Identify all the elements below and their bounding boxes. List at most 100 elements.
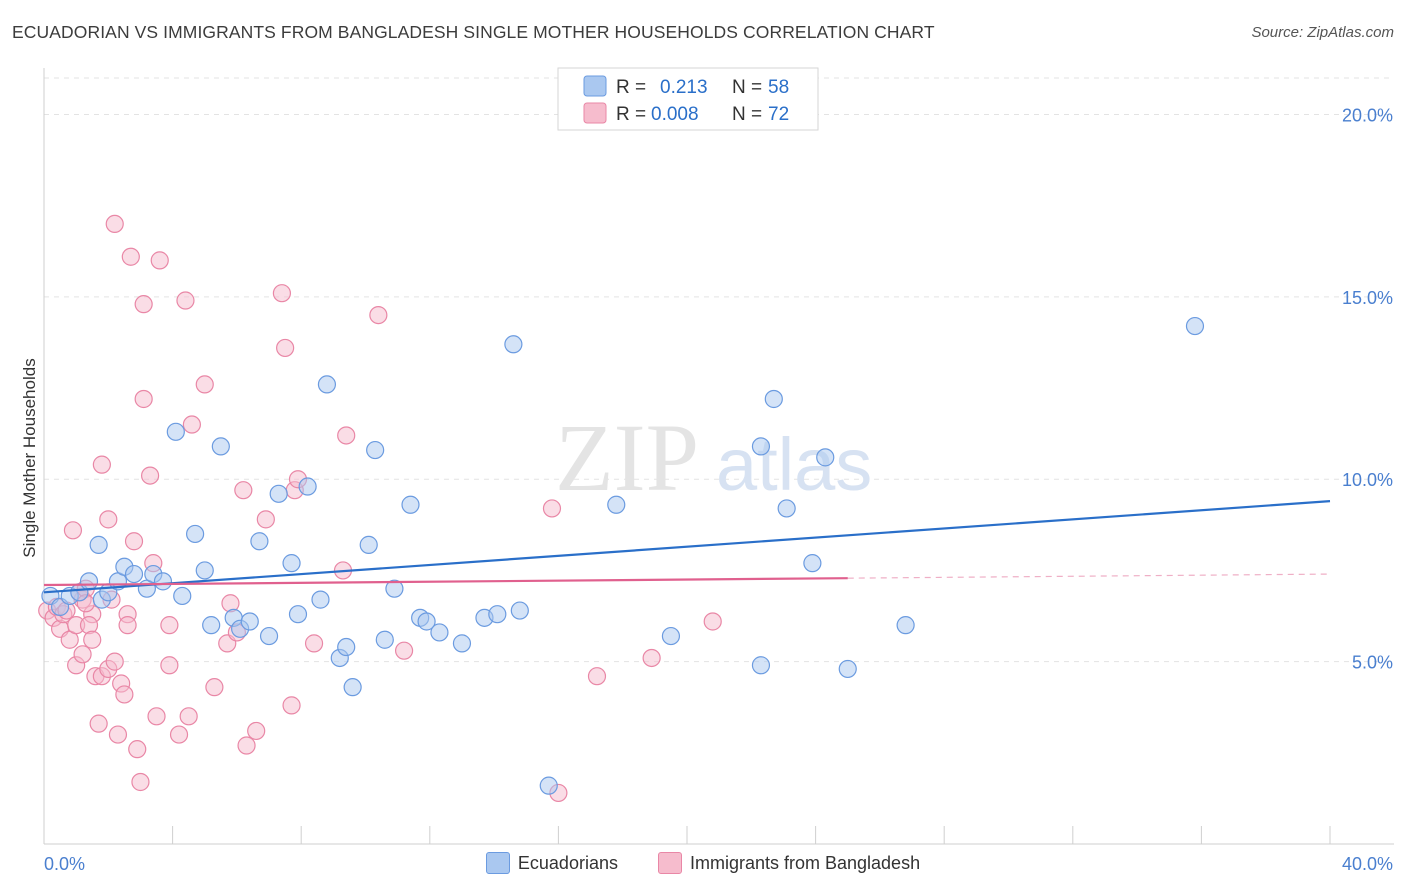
trendlines [43, 500, 1331, 594]
y-tick-label-2: 15.0% [1342, 288, 1393, 308]
bangladesh-point-34 [134, 389, 153, 409]
bangladesh-point-19 [92, 455, 111, 474]
chart-title: ECUADORIAN VS IMMIGRANTS FROM BANGLADESH… [12, 22, 935, 42]
stats-r-value-1: 0.213 [660, 77, 708, 98]
ecuadorian-point-26 [282, 554, 301, 573]
ecuadorian-point-47 [539, 776, 558, 795]
x-tick-label-min: 0.0% [44, 854, 85, 874]
bangladesh-point-45 [195, 375, 214, 394]
stats-n-value-2: 72 [768, 104, 789, 125]
ecuadorian-point-49 [661, 626, 681, 646]
bangladesh-point-23 [108, 725, 128, 744]
bangladesh-point-51 [234, 481, 253, 500]
ecuadorian-point-24 [259, 626, 279, 646]
bangladesh-point-39 [160, 656, 179, 675]
tick-labels: 5.0% 10.0% 15.0% 20.0% 0.0% 40.0% [44, 105, 1393, 874]
ecuadorian-point-46 [510, 601, 529, 620]
ecuadorian-point-5 [89, 535, 108, 554]
bottom-legend: Ecuadorians Immigrants from Bangladesh [0, 852, 1406, 874]
ecuadorian-point-38 [401, 495, 420, 514]
stats-n-label-2: N = [732, 104, 762, 125]
ecuadorian-point-29 [311, 590, 330, 609]
ecuadorian-point-27 [288, 605, 308, 624]
ecuadorian-point-57 [896, 616, 915, 635]
bangladesh-point-26 [115, 685, 134, 704]
bangladesh-point-54 [272, 284, 292, 303]
watermark: ZIP atlas [555, 404, 872, 511]
y-tick-label-3: 20.0% [1342, 105, 1393, 125]
ecuadorian-point-33 [343, 678, 362, 697]
bangladesh-point-22 [105, 652, 124, 671]
axes [43, 68, 1394, 845]
bangladesh-point-55 [276, 338, 295, 358]
bangladesh-point-6 [63, 521, 83, 540]
watermark-zip: ZIP [555, 404, 699, 511]
stats-r-label-2: R = [616, 104, 646, 125]
x-tick-label-max: 40.0% [1342, 854, 1393, 874]
legend-item-bangladesh: Immigrants from Bangladesh [657, 852, 921, 874]
ecuadorian-point-53 [777, 499, 796, 518]
y-tick-label-1: 10.0% [1342, 470, 1393, 490]
ecuadorian-point-36 [375, 630, 394, 649]
bangladesh-point-62 [369, 305, 388, 325]
bangladesh-point-56 [282, 696, 301, 715]
ecuadorian-point-14 [166, 422, 185, 441]
ecuadorian-point-13 [153, 572, 173, 591]
bangladesh-point-31 [128, 740, 147, 759]
bangladesh-point-50 [237, 736, 256, 755]
y-tick-label-0: 5.0% [1352, 653, 1393, 673]
watermark-atlas: atlas [716, 423, 872, 506]
ecuadorian-point-30 [317, 375, 337, 394]
ecuadorian-point-19 [211, 437, 230, 456]
ecuadorian-point-15 [173, 586, 192, 606]
bangladesh-point-63 [394, 641, 414, 660]
bangladesh-point-33 [134, 295, 153, 314]
ecuadorian-point-25 [269, 484, 288, 503]
ecuadorian-point-58 [1185, 316, 1205, 336]
bangladesh-point-66 [587, 667, 607, 686]
bangladesh-point-24 [105, 214, 124, 234]
bangladesh-point-32 [131, 772, 150, 792]
ecuadorian-point-48 [607, 495, 626, 514]
bangladesh-point-42 [176, 291, 195, 310]
ecuadorian-point-41 [430, 623, 449, 642]
stats-swatch-bangladesh [583, 102, 607, 124]
bangladesh-point-61 [337, 426, 356, 445]
bangladesh-point-40 [160, 616, 179, 635]
ecuadorian-point-50 [751, 437, 771, 456]
ecuadorian-point-45 [504, 335, 523, 354]
series-ecuadorians [41, 316, 1205, 795]
bangladesh-point-28 [118, 616, 137, 635]
ecuadorian-point-56 [838, 659, 857, 679]
bangladesh-point-67 [642, 648, 661, 668]
ecuadorian-point-17 [195, 561, 214, 580]
ecuadorian-point-42 [452, 634, 472, 653]
stats-legend: R = 0.213 N = 58 R = 0.008 N = 72 [557, 67, 819, 131]
bangladesh-point-59 [304, 634, 324, 653]
bangladesh-point-38 [150, 251, 169, 270]
ecuadorian-point-51 [751, 656, 771, 675]
legend-item-ecuadorians: Ecuadorians [485, 852, 618, 874]
stats-r-value-2: 0.008 [651, 104, 699, 125]
legend-label-bangladesh: Immigrants from Bangladesh [689, 852, 921, 873]
ecuadorian-point-35 [366, 440, 385, 460]
bangladesh-point-11 [73, 645, 92, 664]
bangladesh-point-43 [179, 707, 198, 726]
bangladesh-point-64 [542, 499, 562, 518]
bangladesh-point-30 [124, 532, 144, 551]
stats-r-label-1: R = [616, 77, 646, 98]
trendline-1 [43, 577, 848, 587]
trendline-0 [43, 500, 1331, 594]
stats-swatch-ecuadorians [583, 75, 607, 97]
ecuadorian-point-22 [240, 612, 259, 631]
y-axis-label: Single Mother Households [20, 358, 39, 557]
bangladesh-point-15 [83, 630, 102, 649]
bangladesh-point-35 [140, 466, 160, 485]
bangladesh-point-17 [89, 714, 108, 733]
gridlines [44, 77, 1394, 663]
ecuadorian-point-23 [250, 532, 269, 551]
ecuadorian-point-18 [202, 616, 221, 635]
ecuadorian-point-40 [417, 612, 436, 631]
ecuadorian-point-4 [79, 572, 99, 591]
